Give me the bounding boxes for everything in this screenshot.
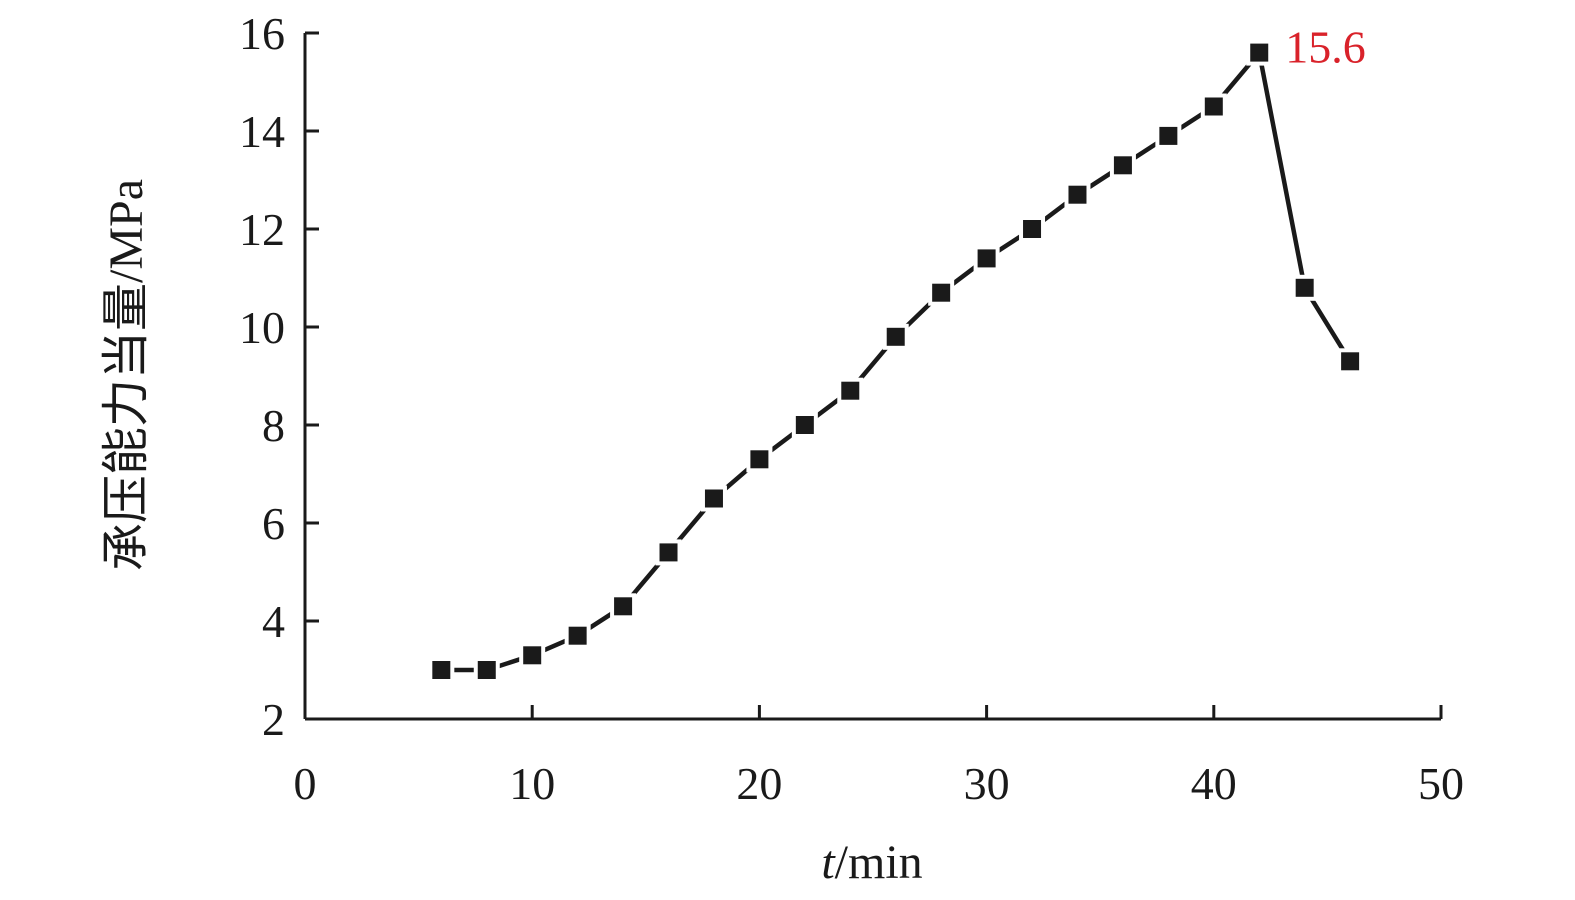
x-axis-title: t/min — [821, 836, 922, 889]
data-point-marker — [1341, 352, 1360, 371]
data-point-marker — [1068, 185, 1087, 204]
data-point-marker — [1250, 43, 1269, 62]
x-tick-label: 20 — [736, 758, 782, 809]
x-tick-label: 30 — [964, 758, 1010, 809]
data-point-marker — [614, 597, 633, 616]
data-point-marker — [477, 661, 496, 679]
y-tick-label: 2 — [262, 694, 285, 745]
x-tick-label: 0 — [294, 758, 317, 809]
data-point-marker — [1113, 156, 1132, 175]
data-point-marker — [977, 249, 996, 268]
y-tick-label: 8 — [262, 400, 285, 451]
axes — [303, 33, 1441, 721]
x-axis-ticks: 0 10 20 30 40 50 — [294, 705, 1464, 809]
y-axis-ticks: 2 4 6 8 10 12 14 16 — [239, 8, 319, 745]
data-point-marker — [659, 543, 678, 562]
annotations: 15.6 — [1285, 22, 1366, 73]
x-tick-label: 40 — [1191, 758, 1237, 809]
series-line — [441, 50, 1353, 673]
peak-value-label: 15.6 — [1285, 22, 1366, 73]
data-point-marker — [1023, 220, 1042, 238]
y-axis-title: 承压能力当量/MPa — [100, 179, 153, 571]
data-point-marker — [432, 661, 451, 679]
y-tick-label: 6 — [262, 498, 285, 549]
x-tick-label: 50 — [1418, 758, 1464, 809]
x-tick-label: 10 — [509, 758, 555, 809]
y-tick-label: 16 — [239, 8, 285, 59]
data-point-marker — [704, 489, 723, 508]
data-point-marker — [568, 626, 587, 645]
data-point-marker — [1204, 97, 1223, 116]
series-lines — [441, 50, 1353, 673]
series-markers — [428, 39, 1364, 683]
data-point-marker — [932, 283, 951, 302]
data-point-marker — [841, 381, 860, 400]
data-point-marker — [1295, 278, 1314, 297]
data-point-marker — [886, 327, 905, 346]
data-point-marker — [795, 416, 814, 434]
y-tick-label: 12 — [239, 204, 285, 255]
y-tick-label: 14 — [239, 106, 285, 157]
data-point-marker — [523, 646, 542, 665]
data-point-marker — [1159, 126, 1178, 145]
y-tick-label: 4 — [262, 596, 285, 647]
data-point-marker — [750, 450, 769, 469]
y-tick-label: 10 — [239, 302, 285, 353]
